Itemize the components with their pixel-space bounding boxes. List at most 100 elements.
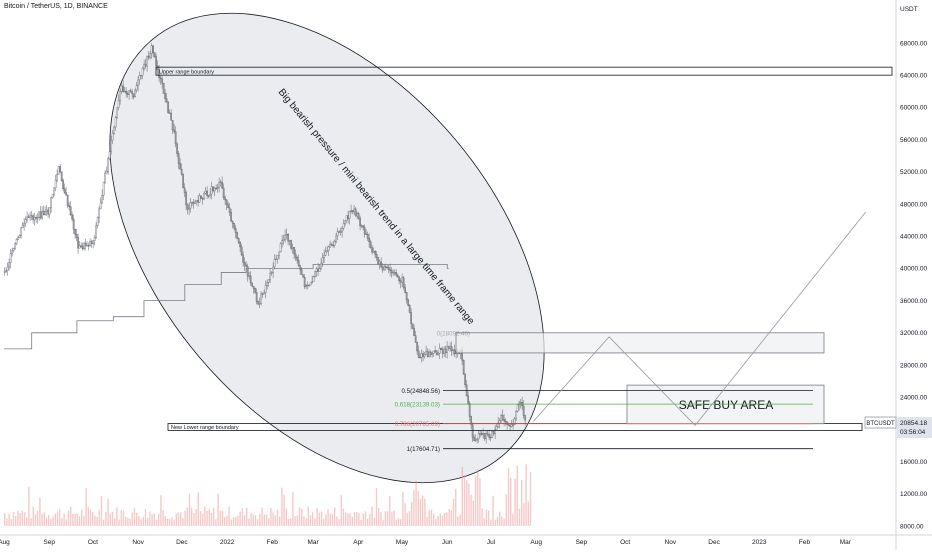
volume-bar (503, 518, 505, 526)
candle-body (405, 292, 408, 300)
candle-body (414, 335, 417, 343)
candle-body (81, 245, 84, 250)
x-tick-label: Dec (708, 539, 720, 546)
volume-bar (199, 511, 202, 526)
volume-bar (210, 512, 213, 526)
candle-body (182, 173, 184, 189)
candle-body (447, 346, 450, 349)
candle-body (387, 266, 390, 270)
volume-bar (331, 513, 334, 526)
candle-body (444, 348, 447, 353)
volume-bar (415, 480, 417, 526)
candle-body (453, 349, 456, 355)
candle-body (45, 209, 48, 212)
candle-body (522, 405, 525, 416)
candle-body (437, 352, 439, 356)
candle-body (330, 243, 333, 246)
candle-body (143, 63, 145, 69)
candle-body (500, 415, 502, 421)
volume-bar (338, 519, 340, 526)
candle-body (215, 187, 217, 190)
volume-bar (360, 519, 362, 526)
volume-bar (171, 517, 173, 526)
volume-bar (52, 516, 54, 526)
candle-body (65, 192, 67, 196)
volume-bar (323, 518, 325, 526)
volume-bar (193, 513, 195, 526)
candle-body (284, 234, 286, 240)
candle-body (243, 262, 246, 266)
candle-body (354, 208, 357, 217)
candle-body (198, 195, 201, 203)
candle-body (150, 45, 153, 54)
candle-body (402, 277, 405, 288)
candle-body (395, 272, 397, 276)
candle-body (140, 74, 142, 77)
volume-bar (529, 472, 532, 526)
candle-body (90, 241, 93, 244)
fib-label-4: 1(17604.71) (407, 446, 440, 453)
candle-body (156, 65, 159, 70)
candle-body (210, 186, 213, 195)
volume-bar (406, 513, 408, 526)
x-tick-label: Jun (442, 539, 453, 546)
volume-bar (92, 512, 94, 526)
candle-body (131, 91, 133, 94)
volume-bar (50, 518, 52, 526)
candle-body (147, 55, 150, 59)
candle-body (273, 258, 276, 268)
y-tick-label: 52000.00 (900, 169, 927, 176)
volume-bar (441, 515, 444, 526)
volume-bar (265, 514, 268, 526)
volume-bar (127, 517, 129, 526)
candle-body (162, 82, 165, 94)
x-tick-label: Nov (132, 539, 144, 546)
candle-body (108, 151, 111, 159)
moving-average-line (4, 263, 449, 350)
candle-body (468, 402, 471, 417)
volume-bar (362, 513, 364, 526)
volume-bar (411, 502, 413, 526)
candle-body (239, 242, 241, 248)
candle-body (353, 208, 355, 213)
candle-body (443, 348, 445, 354)
volume-bar (87, 507, 89, 526)
candle-body (132, 93, 135, 98)
volume-bar (6, 518, 8, 526)
candle-body (260, 293, 262, 304)
candle-body (245, 264, 247, 267)
volume-bar (131, 512, 133, 526)
candle-body (372, 250, 375, 253)
volume-bar (237, 515, 239, 526)
volume-bar (433, 513, 435, 526)
y-tick-label: 40000.00 (900, 266, 927, 273)
candle-body (464, 373, 466, 386)
candle-body (428, 351, 430, 357)
projection-path (532, 211, 867, 426)
candle-body (188, 207, 190, 210)
volume-bar (325, 514, 327, 526)
candle-body (344, 220, 346, 224)
volume-bar (197, 492, 199, 526)
symbol-badge-text: BTCUSDT (866, 421, 895, 427)
candle-body (263, 292, 265, 295)
x-tick-label: Aug (0, 539, 10, 546)
candle-body (335, 235, 337, 242)
volume-bar (239, 511, 241, 526)
candle-body (152, 45, 154, 53)
x-tick-label: Dec (176, 539, 188, 546)
volume-bar (470, 494, 472, 526)
candle-body (258, 303, 261, 305)
candle-body (17, 237, 19, 240)
candle-body (200, 195, 202, 199)
candle-body (96, 217, 99, 226)
volume-bar (296, 515, 298, 526)
candle-body (9, 253, 12, 263)
volume-bar (39, 497, 41, 526)
candle-body (42, 210, 45, 216)
volume-bar (98, 510, 100, 526)
candle-body (249, 275, 252, 284)
volume-bar (287, 518, 290, 526)
